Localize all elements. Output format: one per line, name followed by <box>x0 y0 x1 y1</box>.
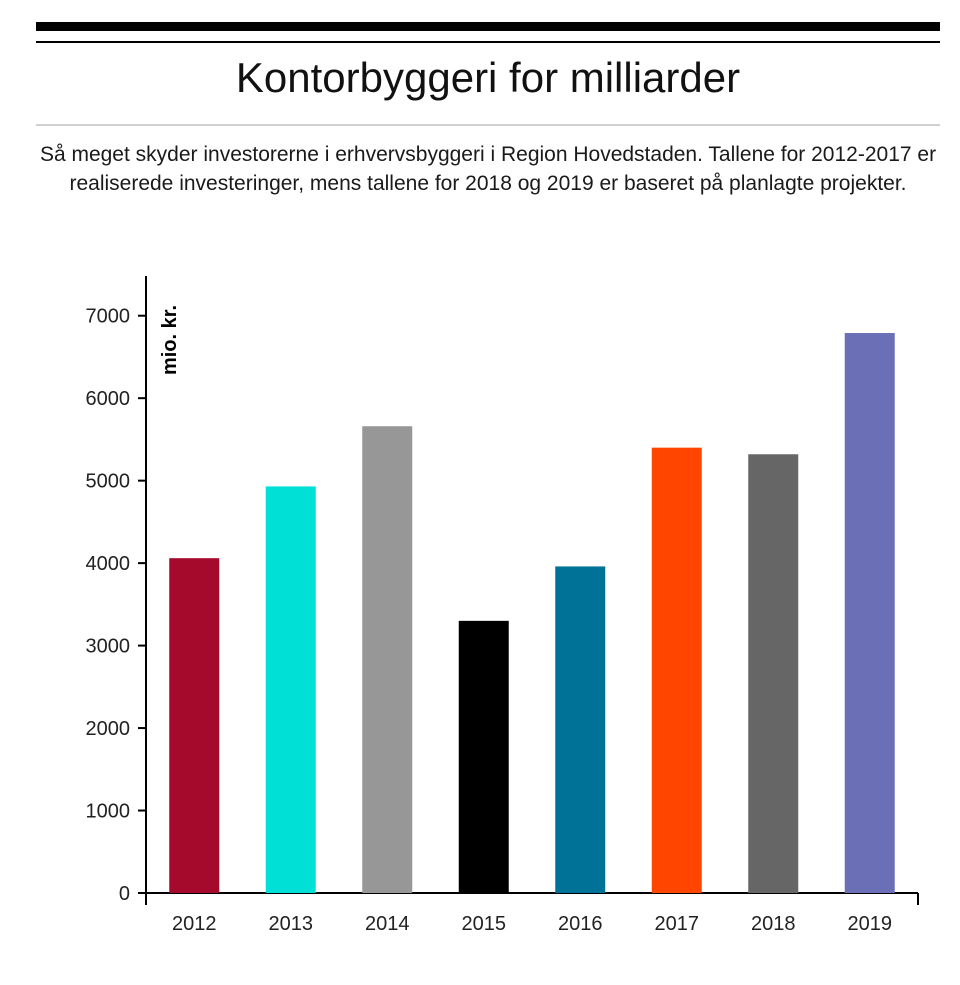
x-axis: 2012 2013 2014 2015 2016 2017 2018 2019 <box>145 892 919 935</box>
y-axis-label: mio. kr. <box>159 305 181 375</box>
x-tick-label: 2012 <box>172 913 217 935</box>
header-rule-thick <box>36 22 940 31</box>
chart-subtitle: Så meget skyder investorerne i erhvervsb… <box>39 143 937 195</box>
x-tick-label: 2014 <box>365 913 410 935</box>
bar-2012 <box>169 558 220 893</box>
bar-2013 <box>265 486 316 893</box>
y-tick-label: 2000 <box>86 718 131 740</box>
y-tick-label: 5000 <box>86 471 131 493</box>
x-tick-label: 2015 <box>462 913 507 935</box>
x-tick-label: 2019 <box>848 913 893 935</box>
x-tick-label: 2018 <box>751 913 796 935</box>
bar-2015 <box>458 620 509 893</box>
chart-title: Kontorbyggeri for milliarder <box>235 54 741 101</box>
y-tick-label: 0 <box>119 883 130 905</box>
bar-2016 <box>555 566 606 893</box>
y-axis: 0 1000 2000 3000 4000 5000 6000 7000 <box>86 276 147 905</box>
y-tick-label: 4000 <box>86 553 131 575</box>
x-tick-label: 2016 <box>558 913 603 935</box>
y-tick-label: 6000 <box>86 388 131 410</box>
bar-2017 <box>651 447 702 893</box>
header-rule-thin <box>36 41 940 43</box>
title-divider <box>36 124 940 126</box>
x-tick-label: 2017 <box>655 913 700 935</box>
y-tick-label: 3000 <box>86 636 131 658</box>
x-tick-label: 2013 <box>269 913 314 935</box>
bar-2019 <box>844 333 895 893</box>
y-tick-label: 1000 <box>86 801 131 823</box>
bar-2014 <box>362 426 413 893</box>
bars <box>169 333 895 893</box>
bar-2018 <box>748 454 799 893</box>
chart-area: 0 1000 2000 3000 4000 5000 6000 7000 2012 2013 20… <box>0 250 960 980</box>
y-tick-label: 7000 <box>86 306 131 328</box>
